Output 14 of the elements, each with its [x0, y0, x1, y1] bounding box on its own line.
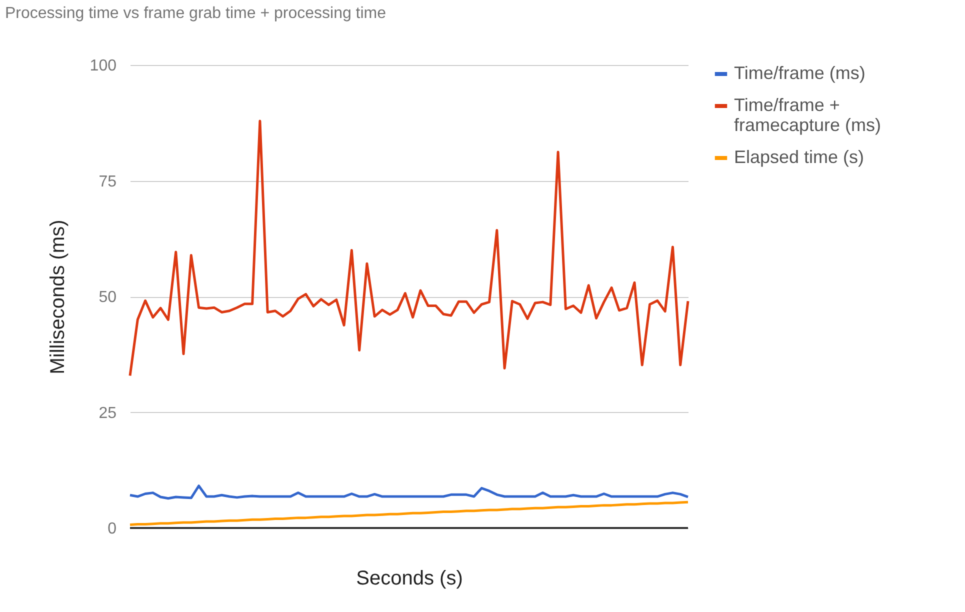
y-tick-label: 0 — [108, 520, 117, 538]
x-axis-title: Seconds (s) — [356, 568, 463, 590]
legend-label: Time/frame + framecapture (ms) — [734, 95, 882, 135]
line-series — [128, 120, 690, 377]
y-tick-label: 25 — [98, 404, 117, 422]
y-axis-title: Milliseconds (ms) — [46, 220, 69, 374]
y-tick-label: 50 — [98, 289, 117, 306]
line-series — [128, 500, 690, 526]
chart-title: Processing time vs frame grab time + processing time — [5, 5, 386, 22]
legend-label: Elapsed time (s) — [734, 147, 864, 167]
line-series — [128, 484, 690, 500]
legend-label: Time/frame (ms) — [734, 63, 866, 83]
y-tick-label: 75 — [98, 173, 117, 190]
y-tick-label: 100 — [90, 58, 117, 74]
